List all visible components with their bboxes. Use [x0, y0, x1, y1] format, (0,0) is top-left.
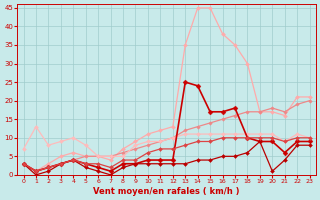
- X-axis label: Vent moyen/en rafales ( km/h ): Vent moyen/en rafales ( km/h ): [93, 187, 240, 196]
